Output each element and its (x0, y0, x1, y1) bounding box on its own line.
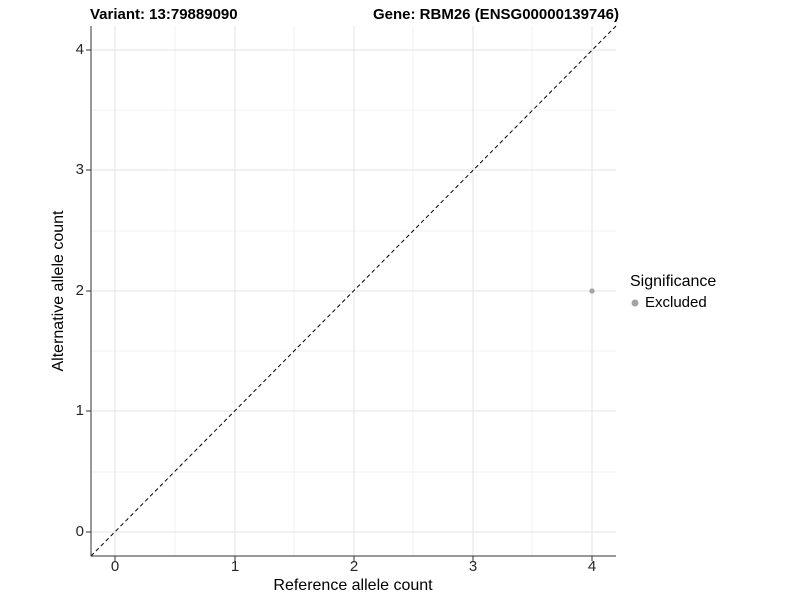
legend: Significance Excluded (630, 273, 716, 311)
x-tick-label-2: 2 (349, 558, 359, 575)
data-point-excluded (589, 288, 595, 294)
legend-entry-label: Excluded (645, 294, 707, 311)
legend-title: Significance (630, 273, 717, 290)
excluded-point-icon (631, 299, 639, 306)
y-axis-title: Alternative allele count (50, 210, 67, 372)
legend-entry-excluded: Excluded (630, 294, 716, 311)
axis-ticks (86, 49, 593, 561)
y-tick-label-0: 0 (75, 523, 84, 540)
y-tick-label-4: 4 (75, 41, 84, 58)
y-tick-label-1: 1 (75, 402, 84, 419)
x-tick-label-1: 1 (230, 558, 240, 575)
x-tick-label-3: 3 (468, 558, 478, 575)
x-tick-label-4: 4 (587, 558, 597, 575)
y-tick-label-3: 3 (75, 161, 84, 178)
identity-dashed-line (90, 25, 617, 557)
variant-title: Variant: 13:79889090 (90, 6, 238, 23)
y-tick-label-2: 2 (75, 282, 84, 299)
x-tick-label-0: 0 (110, 558, 120, 575)
x-axis-title: Reference allele count (273, 577, 433, 594)
gene-title: Gene: RBM26 (ENSG00000139746) (373, 6, 619, 23)
